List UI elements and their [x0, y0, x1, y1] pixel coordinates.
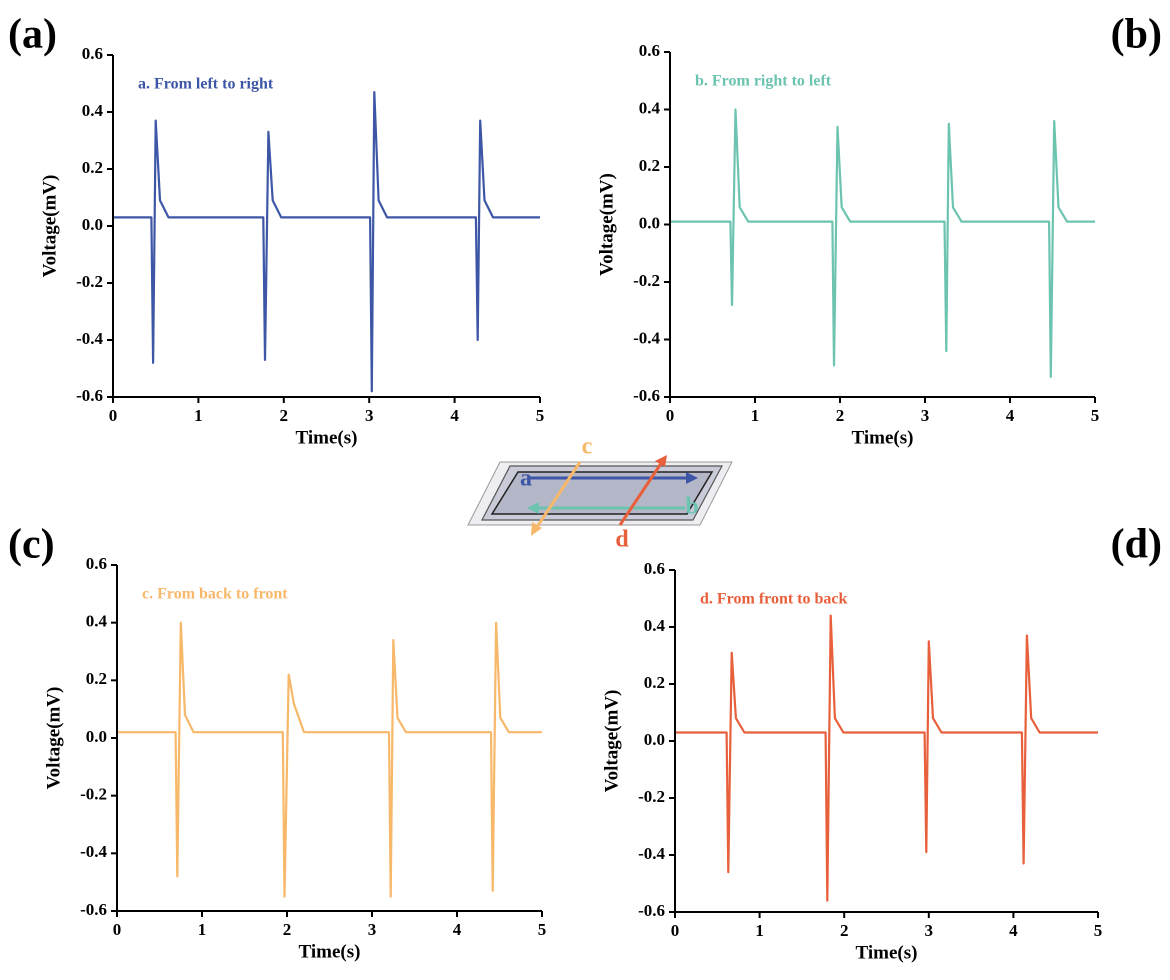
- y-tick-label: 0.6: [86, 554, 107, 573]
- diagram-label: c: [582, 434, 593, 460]
- x-tick-label: 1: [198, 920, 207, 939]
- y-axis-label: Voltage(mV): [39, 175, 60, 278]
- chart-panel: (c) -0.6 -0.4 -0.2 0.0 0.2 0.4 0.6 0 1 2 3 4 5 c. From…: [8, 522, 546, 963]
- y-tick-label: 0.0: [82, 215, 103, 234]
- y-tick-label: 0.4: [82, 101, 104, 120]
- y-axis-label: Voltage(mV): [43, 687, 64, 790]
- diagram-label: d: [615, 527, 629, 553]
- signal-line: [113, 91, 540, 393]
- x-tick-label: 4: [453, 920, 462, 939]
- x-tick-label: 3: [921, 406, 930, 425]
- signal-line: [675, 614, 1098, 902]
- y-tick-label: -0.6: [80, 900, 107, 919]
- y-tick-label: -0.2: [633, 271, 660, 290]
- y-tick-label: -0.6: [633, 386, 660, 405]
- x-tick-label: 2: [280, 406, 289, 425]
- x-tick-label: 3: [368, 920, 377, 939]
- device-active: [490, 471, 714, 515]
- x-axis-label: Time(s): [856, 942, 918, 963]
- x-axis-label: Time(s): [852, 427, 914, 448]
- x-tick-label: 5: [538, 920, 547, 939]
- x-tick-label: 1: [751, 406, 760, 425]
- y-tick-label: 0.4: [86, 612, 108, 631]
- y-tick-label: -0.6: [638, 901, 665, 920]
- panel-label: (a): [8, 12, 57, 58]
- y-axis-label: Voltage(mV): [596, 173, 617, 276]
- signal-line: [117, 621, 542, 898]
- y-tick-label: 0.4: [639, 98, 661, 117]
- x-tick-label: 2: [836, 406, 845, 425]
- x-tick-label: 5: [1091, 406, 1100, 425]
- arrow-c: [533, 461, 582, 531]
- x-tick-label: 1: [194, 406, 203, 425]
- y-tick-label: 0.6: [639, 41, 660, 60]
- y-tick-label: -0.2: [638, 787, 665, 806]
- y-tick-label: -0.4: [638, 844, 665, 863]
- chart-panel: (b) -0.6 -0.4 -0.2 0.0 0.2 0.4 0.6 0 1 2 3 4 5 b. From…: [596, 12, 1162, 449]
- arrow-head: [655, 455, 667, 467]
- y-tick-label: 0.2: [644, 673, 665, 692]
- legend-label: d. From front to back: [700, 591, 848, 608]
- y-tick-label: -0.6: [76, 386, 103, 405]
- panel-label: (d): [1111, 522, 1162, 568]
- x-tick-label: 4: [1009, 921, 1018, 940]
- y-tick-label: -0.2: [76, 272, 103, 291]
- y-tick-label: 0.6: [644, 559, 665, 578]
- x-tick-label: 0: [671, 921, 680, 940]
- panel-label: (c): [8, 522, 55, 568]
- panel-label: (b): [1111, 12, 1162, 58]
- chart-panel: (d) -0.6 -0.4 -0.2 0.0 0.2 0.4 0.6 0 1 2 3 4 5 d. From…: [601, 522, 1162, 964]
- legend-label: b. From right to left: [695, 73, 832, 90]
- arrow-head: [686, 472, 698, 484]
- y-tick-label: -0.2: [80, 785, 107, 804]
- y-tick-label: -0.4: [633, 328, 660, 347]
- diagram-label: b: [685, 494, 698, 520]
- x-axis-label: Time(s): [299, 941, 361, 962]
- x-tick-label: 0: [109, 406, 118, 425]
- y-tick-label: 0.0: [86, 727, 107, 746]
- x-tick-label: 3: [365, 406, 374, 425]
- y-tick-label: 0.2: [639, 156, 660, 175]
- y-axis-label: Voltage(mV): [601, 690, 622, 793]
- x-tick-label: 4: [450, 406, 459, 425]
- x-tick-label: 5: [536, 406, 545, 425]
- x-tick-label: 2: [840, 921, 849, 940]
- diagram-label: a: [520, 466, 532, 492]
- arrow-d: [618, 461, 664, 526]
- arrow-head: [531, 522, 542, 536]
- x-tick-label: 3: [925, 921, 934, 940]
- x-tick-label: 0: [113, 920, 122, 939]
- x-tick-label: 0: [666, 406, 675, 425]
- arrow-head: [527, 502, 539, 514]
- legend-label: a. From left to right: [138, 76, 274, 93]
- x-axis-label: Time(s): [296, 427, 358, 448]
- legend-label: c. From back to front: [142, 586, 288, 603]
- y-tick-label: 0.0: [639, 213, 660, 232]
- y-tick-label: 0.2: [82, 158, 103, 177]
- signal-line: [670, 108, 1095, 378]
- y-tick-label: -0.4: [80, 842, 107, 861]
- x-tick-label: 2: [283, 920, 292, 939]
- x-tick-label: 5: [1094, 921, 1103, 940]
- x-tick-label: 4: [1006, 406, 1015, 425]
- y-tick-label: 0.6: [82, 44, 103, 63]
- chart-panel: (a) -0.6 -0.4 -0.2 0.0 0.2 0.4 0.6 0 1 2 3 4 5 a. From…: [8, 12, 544, 449]
- y-tick-label: 0.2: [86, 669, 107, 688]
- x-tick-label: 1: [755, 921, 764, 940]
- y-tick-label: -0.4: [76, 329, 103, 348]
- y-tick-label: 0.4: [644, 616, 666, 635]
- y-tick-label: 0.0: [644, 730, 665, 749]
- device-diagram: a b c d: [467, 434, 733, 553]
